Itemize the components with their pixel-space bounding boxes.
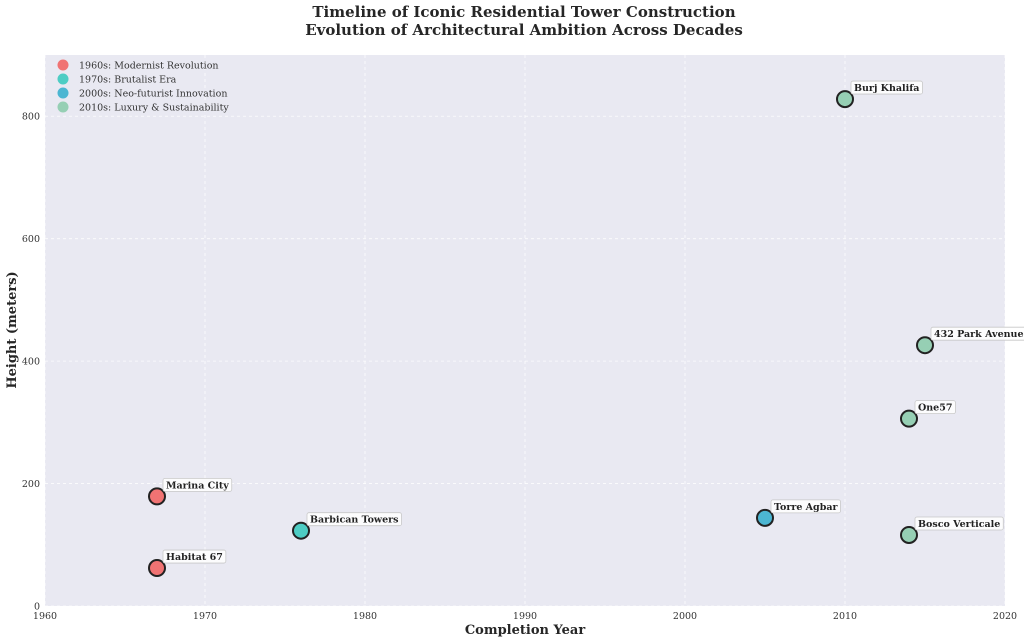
legend-entry-label: 2010s: Luxury & Sustainability <box>79 103 229 114</box>
axis-ticks: 1960 1970 1980 1990 2000 2010 2020 0 200 400 600 80… <box>22 112 1017 622</box>
legend: 1960s: Modernist Revolution 1970s: Brutal… <box>57 59 229 114</box>
legend-entry-label: 2000s: Neo-futurist Innovation <box>79 89 227 100</box>
data-point <box>900 409 918 428</box>
legend-marker <box>57 101 69 113</box>
y-tick-label: 600 <box>22 234 40 245</box>
point-label-box <box>914 400 956 415</box>
legend-marker <box>57 73 69 85</box>
y-axis-label: Height (meters) <box>5 271 20 388</box>
point-label-box <box>770 499 841 514</box>
grid <box>44 55 1006 607</box>
data-point <box>292 521 310 540</box>
y-tick-label: 0 <box>34 602 40 613</box>
x-tick-label: 2010 <box>833 611 857 622</box>
data-point <box>148 487 166 506</box>
x-tick-label: 1960 <box>33 611 57 622</box>
legend-entry-label: 1960s: Modernist Revolution <box>79 61 219 72</box>
point-label-box <box>914 516 1004 531</box>
point-label: Habitat 67 <box>166 552 223 563</box>
x-tick-label: 2000 <box>673 611 697 622</box>
x-axis-label: Completion Year <box>465 623 586 638</box>
legend-marker <box>57 59 69 71</box>
point-label-box <box>306 512 402 527</box>
data-point <box>756 508 774 527</box>
point-label-box <box>162 478 233 492</box>
point-labels: Marina City Habitat 67 Barbican Towers Torr… <box>162 80 1024 564</box>
legend-marker <box>57 87 69 99</box>
data-point <box>148 559 166 578</box>
point-label-box <box>162 549 227 564</box>
point-label: Torre Agbar <box>774 502 838 513</box>
data-point <box>900 525 918 544</box>
chart-title-line-2: Evolution of Architectural Ambition Acro… <box>305 21 743 39</box>
data-point <box>916 336 934 355</box>
legend-entry-label: 1970s: Brutalist Era <box>79 75 177 86</box>
point-label-box <box>850 80 923 95</box>
x-tick-label: 1970 <box>193 611 217 622</box>
chart-title-line-1: Timeline of Iconic Residential Tower Con… <box>312 3 735 21</box>
x-tick-label: 1980 <box>353 611 377 622</box>
point-label: 432 Park Avenue <box>934 329 1024 340</box>
x-tick-label: 2020 <box>993 611 1017 622</box>
point-label-box <box>930 326 1024 341</box>
point-label: Bosco Verticale <box>918 519 1000 530</box>
y-tick-label: 800 <box>22 112 40 123</box>
data-points <box>148 90 934 578</box>
point-label: Barbican Towers <box>310 515 399 526</box>
point-label: Burj Khalifa <box>854 83 919 94</box>
y-tick-label: 200 <box>22 479 40 490</box>
y-tick-label: 400 <box>22 357 40 368</box>
data-point <box>836 90 854 109</box>
point-label: One57 <box>918 403 952 414</box>
x-tick-label: 1990 <box>513 611 537 622</box>
point-label: Marina City <box>166 480 229 491</box>
